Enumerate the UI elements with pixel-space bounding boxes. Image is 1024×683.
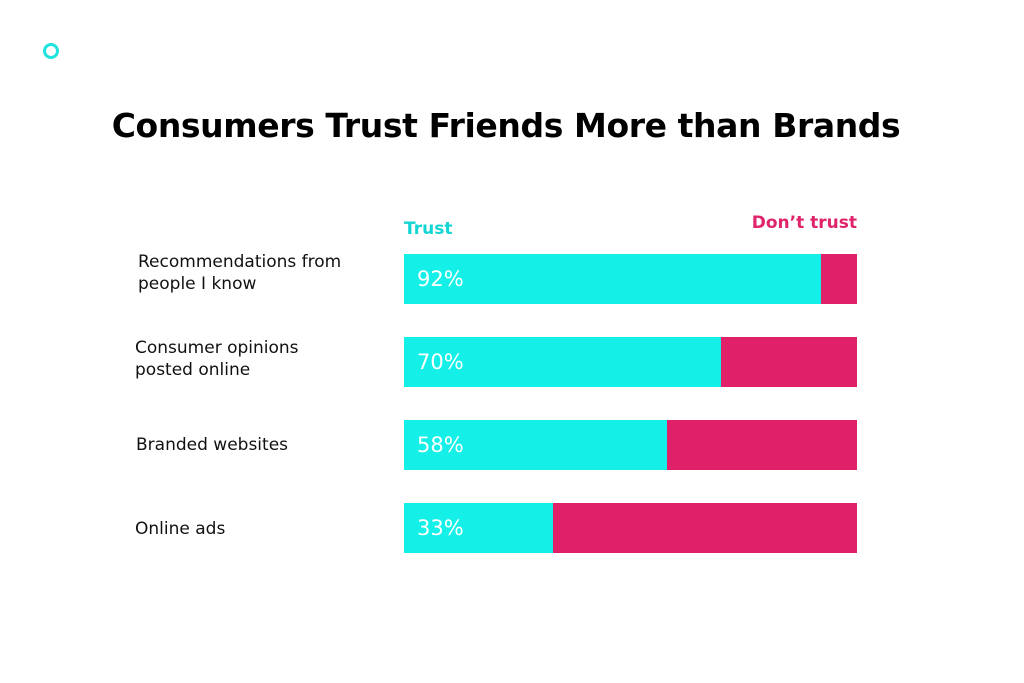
bar-value-label: 33% bbox=[417, 516, 464, 540]
bar-trust bbox=[404, 420, 667, 470]
bar-value-label: 92% bbox=[417, 267, 464, 291]
bar-trust bbox=[404, 337, 722, 387]
bar-distrust: 70% bbox=[404, 337, 857, 387]
bar-trust bbox=[404, 503, 554, 553]
chart-title: Consumers Trust Friends More than Brands bbox=[111, 106, 901, 145]
bar-trust bbox=[404, 254, 821, 304]
category-label: Recommendations from people I know bbox=[138, 252, 342, 294]
decorative-ring-icon bbox=[43, 43, 59, 59]
legend-trust: Trust bbox=[404, 219, 453, 239]
category-label: Consumer opinions posted online bbox=[135, 338, 299, 380]
bar-value-label: 70% bbox=[417, 350, 464, 374]
bar-distrust: 58% bbox=[404, 420, 857, 470]
category-label: Online ads bbox=[135, 519, 226, 539]
category-label: Branded websites bbox=[136, 435, 289, 455]
legend-distrust: Don’t trust bbox=[751, 213, 857, 233]
bar-distrust: 92% bbox=[404, 254, 857, 304]
bar-value-label: 58% bbox=[417, 433, 464, 457]
bar-distrust: 33% bbox=[404, 503, 857, 553]
